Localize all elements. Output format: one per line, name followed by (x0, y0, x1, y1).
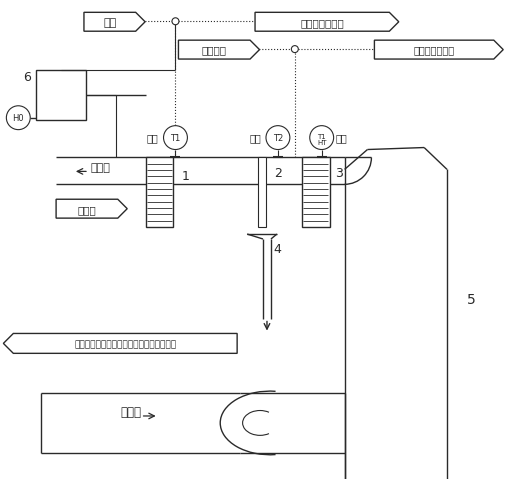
Polygon shape (56, 200, 127, 219)
Text: 2: 2 (274, 167, 282, 180)
Bar (302, 158, 330, 228)
Bar (258, 158, 266, 228)
Text: 5: 5 (467, 292, 476, 306)
Text: T1: T1 (317, 133, 326, 139)
Text: 净烟气: 净烟气 (91, 163, 111, 173)
Text: 测点: 测点 (336, 133, 347, 144)
Circle shape (172, 19, 179, 26)
Text: T1: T1 (170, 134, 180, 143)
Text: 电厂来水: 电厂来水 (202, 46, 227, 56)
Polygon shape (3, 334, 237, 354)
Text: T2: T2 (273, 134, 283, 143)
Circle shape (310, 126, 333, 150)
Text: 原烟气: 原烟气 (120, 405, 141, 418)
Text: 1: 1 (181, 169, 189, 182)
Text: 冲洗水: 冲洗水 (77, 204, 96, 214)
Polygon shape (84, 13, 145, 32)
Text: HT: HT (317, 139, 327, 145)
Circle shape (164, 126, 187, 150)
Text: 测点: 测点 (249, 133, 261, 144)
Text: 3: 3 (335, 167, 342, 180)
Text: 去电厂用水系统: 去电厂用水系统 (413, 46, 454, 56)
Circle shape (291, 47, 298, 53)
Text: 4: 4 (273, 243, 281, 256)
Polygon shape (178, 41, 259, 60)
Bar (36, 71, 86, 120)
Polygon shape (255, 13, 399, 32)
Text: 测点: 测点 (147, 133, 158, 144)
Circle shape (6, 107, 30, 131)
Text: 热源: 热源 (103, 18, 116, 28)
Text: 循环回余热系统: 循环回余热系统 (300, 18, 344, 28)
Polygon shape (375, 41, 503, 60)
Text: H0: H0 (13, 114, 24, 123)
Text: 6: 6 (23, 71, 31, 84)
Text: 回用至石膏滤饼冲洗、制浆系统或滤水系统: 回用至石膏滤饼冲洗、制浆系统或滤水系统 (74, 339, 176, 348)
Circle shape (266, 126, 290, 150)
Bar (146, 158, 174, 228)
